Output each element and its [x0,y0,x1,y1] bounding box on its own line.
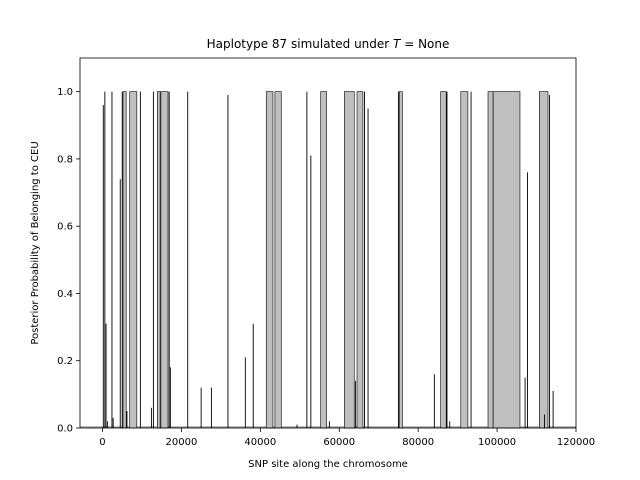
ceu-block [122,91,127,429]
ceu-block [492,91,521,429]
y-axis-label: Posterior Probability of Belonging to CE… [30,141,41,344]
y-tick-label: 0.0 [57,424,73,435]
x-axis: 0 20000 40000 60000 80000 100000 120000 [99,428,595,448]
ceu-block [539,91,549,429]
x-tick-label: 40000 [244,437,276,448]
y-tick-label: 1.0 [57,87,73,98]
x-tick-label: 80000 [402,437,434,448]
ceu-block [265,91,274,429]
ceu-block [487,91,494,429]
ceu-block [440,91,447,429]
ceu-block [274,91,282,429]
ceu-block [129,91,138,429]
ceu-block [320,91,327,429]
y-tick-label: 0.8 [57,154,73,165]
y-tick-label: 0.4 [57,289,73,300]
y-tick-label: 0.6 [57,222,73,233]
x-axis-label: SNP site along the chromosome [248,459,408,470]
y-tick-label: 0.2 [57,356,73,367]
ceu-block [398,91,403,429]
x-tick-label: 60000 [323,437,355,448]
y-axis: 0.0 0.2 0.4 0.6 0.8 1.0 [57,87,80,435]
chart-title: Haplotype 87 simulated under T = None [207,37,450,51]
ceu-block [356,91,364,429]
plot-area [80,91,576,429]
ceu-block [344,91,355,429]
x-tick-label: 120000 [557,437,595,448]
x-tick-label: 0 [99,437,105,448]
x-tick-label: 100000 [478,437,516,448]
ceu-block [160,91,169,429]
ceu-block [460,91,469,429]
ceu-block [157,91,161,429]
x-tick-label: 20000 [166,437,198,448]
axes-frame [79,57,577,429]
